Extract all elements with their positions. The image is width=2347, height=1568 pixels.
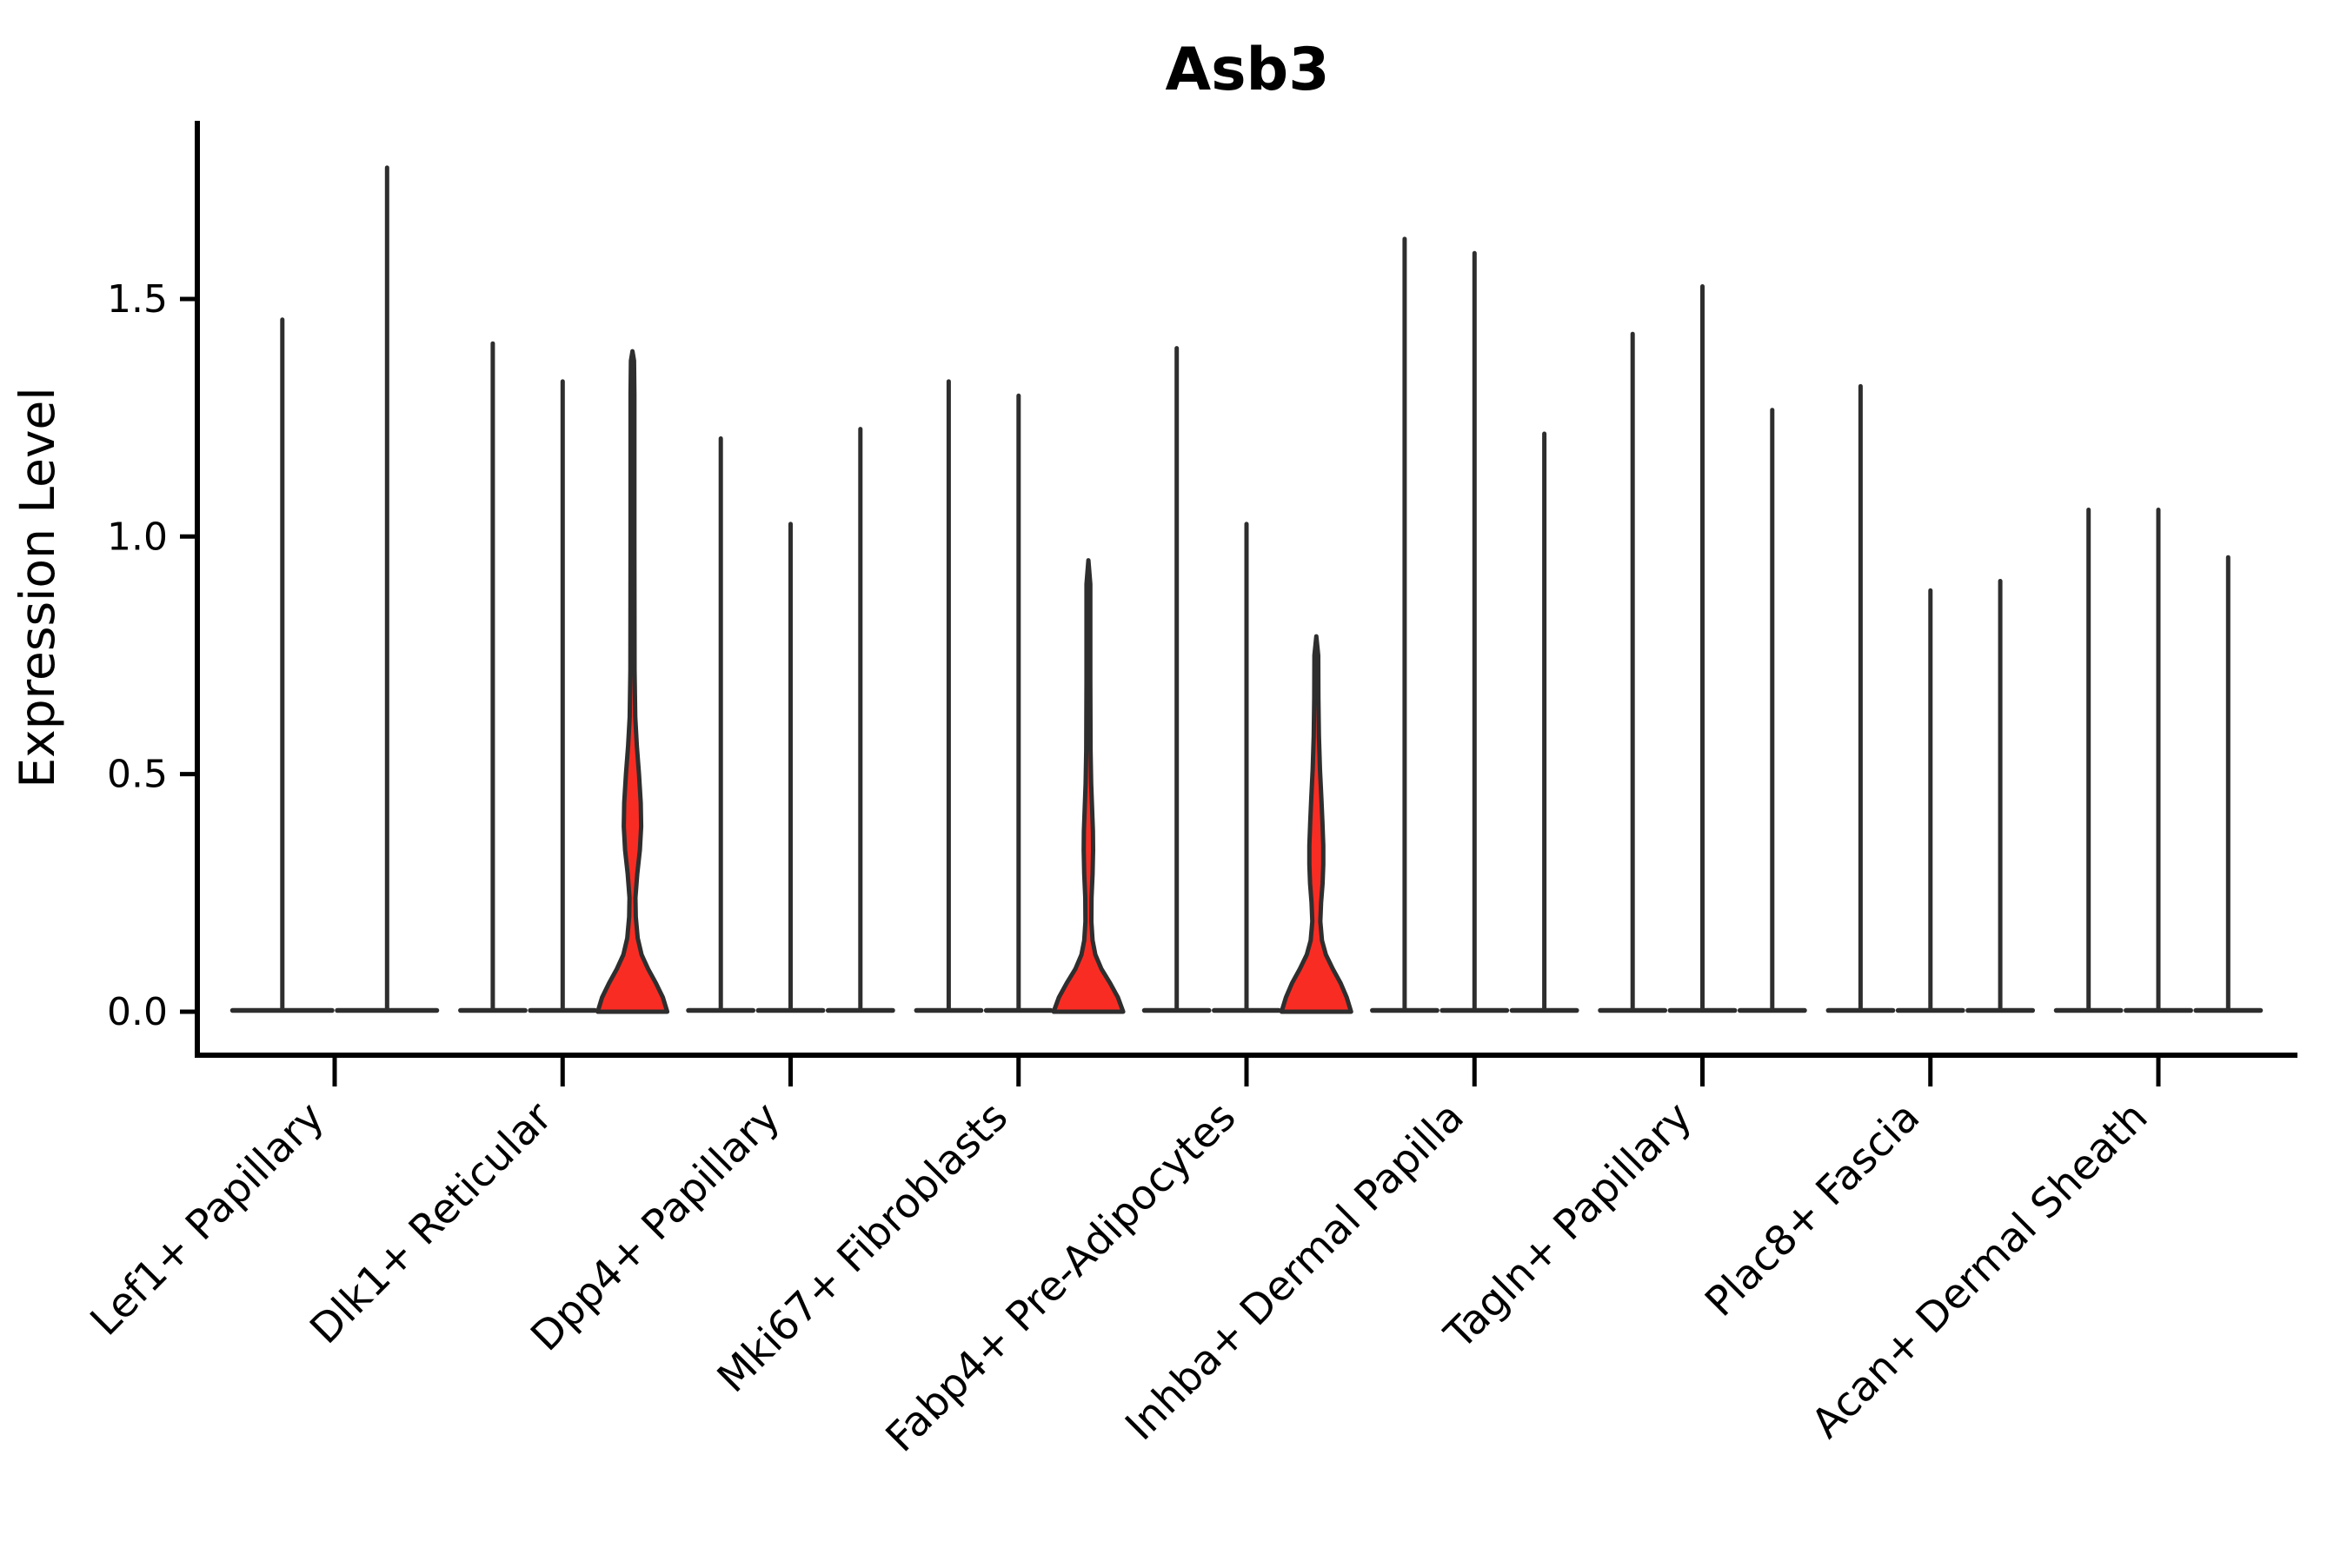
violins-layer: [229, 165, 2264, 1014]
violin-body: [1051, 558, 1126, 1014]
y-tick-label: 0.0: [107, 990, 168, 1034]
y-tick-label: 1.5: [107, 277, 168, 322]
violin-body: [595, 349, 670, 1014]
y-tick-label: 0.5: [107, 753, 168, 797]
y-axis-label: Expression Level: [10, 387, 65, 787]
y-tick-label: 1.0: [107, 515, 168, 559]
chart-title: Asb3: [1165, 36, 1329, 104]
violin-body: [1279, 634, 1353, 1014]
